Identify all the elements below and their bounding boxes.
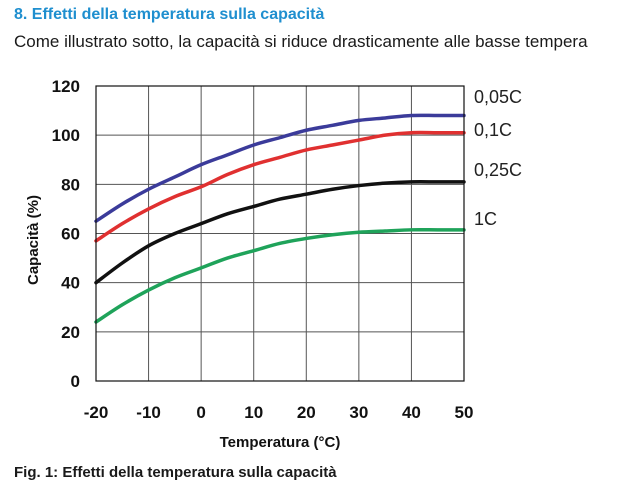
legend-label: 0,25C [474, 160, 522, 180]
x-tick-label: 10 [244, 403, 263, 422]
grid-lines [95, 85, 465, 382]
tick-labels: -20 -10 0 10 20 30 40 50 0 20 40 60 80 100 120 [52, 77, 474, 422]
y-tick-label: 120 [52, 77, 80, 96]
section-heading: 8. Effetti della temperatura sulla capac… [14, 6, 325, 23]
series-line-1c [94, 227, 466, 324]
x-tick-label: 50 [455, 403, 474, 422]
y-tick-label: 100 [52, 126, 80, 145]
x-tick-label: 0 [196, 403, 205, 422]
series-lines [94, 113, 466, 324]
y-axis-label: Capacità (%) [25, 195, 42, 285]
x-tick-label: -10 [136, 403, 161, 422]
legend-label: 0,05C [474, 87, 522, 107]
intro-text: Come illustrato sotto, la capacità si ri… [14, 32, 588, 51]
x-tick-label: 40 [402, 403, 421, 422]
y-tick-label: 0 [71, 372, 80, 391]
legend-label: 1C [474, 209, 497, 229]
x-tick-label: -20 [84, 403, 109, 422]
plot-frame [95, 85, 465, 382]
y-tick-label: 60 [61, 225, 80, 244]
series-legend: 0,05C 0,1C 0,25C 1C [474, 87, 522, 229]
y-tick-label: 20 [61, 323, 80, 342]
series-line-0-05c [94, 113, 466, 223]
figure-caption: Fig. 1: Effetti della temperatura sulla … [14, 464, 337, 481]
series-line-0-25c [94, 180, 466, 285]
y-tick-label: 80 [61, 175, 80, 194]
series-line-0-1c [94, 130, 466, 243]
legend-label: 0,1C [474, 120, 512, 140]
x-tick-label: 30 [349, 403, 368, 422]
x-axis-label: Temperatura (°C) [220, 434, 341, 451]
x-tick-label: 20 [297, 403, 316, 422]
y-tick-label: 40 [61, 274, 80, 293]
